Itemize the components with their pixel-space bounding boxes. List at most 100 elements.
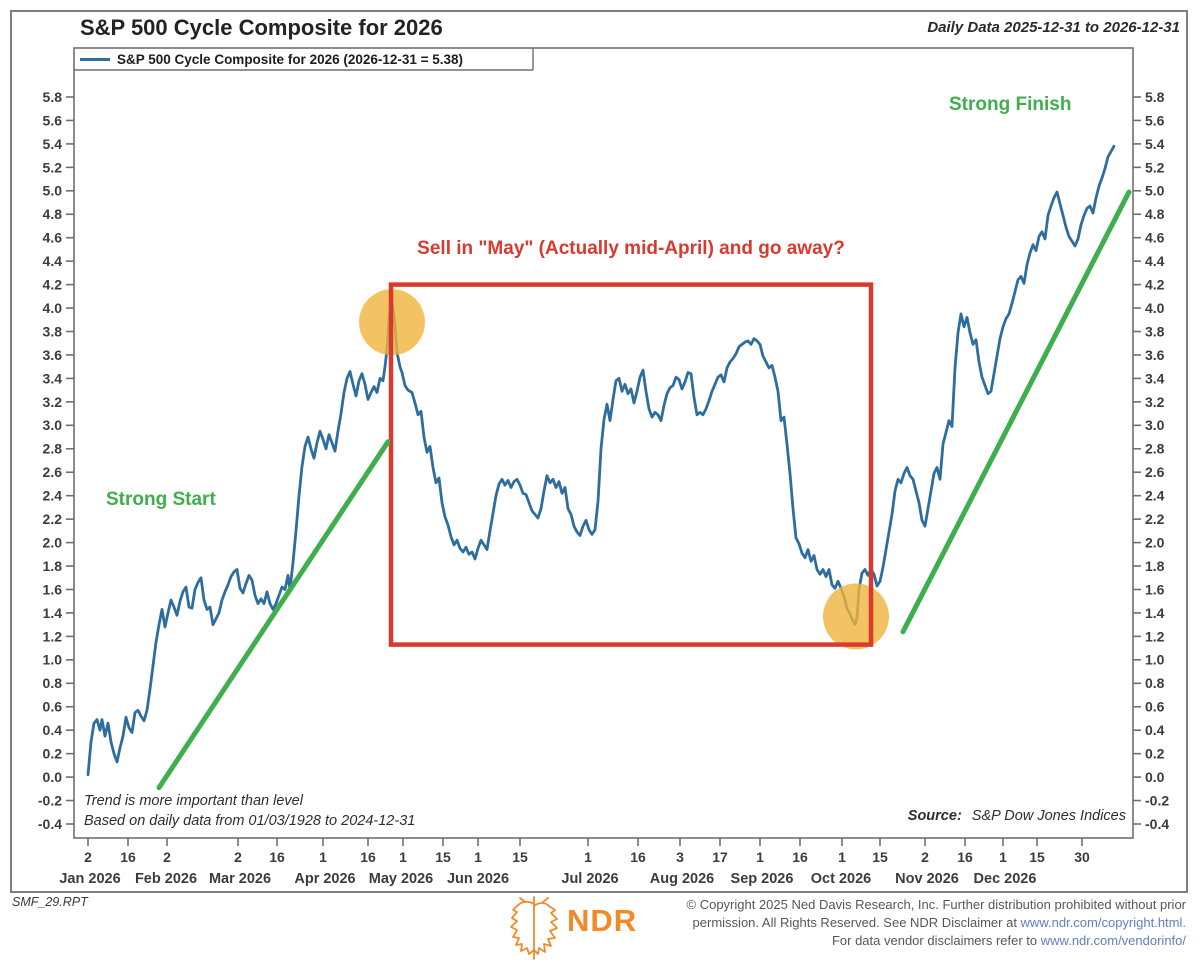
- month-label: Oct 2026: [811, 871, 871, 887]
- y-tick-label: 4.0: [43, 300, 63, 316]
- y-tick-label: 3.2: [1145, 394, 1165, 410]
- y-tick-label: 5.0: [1145, 183, 1165, 199]
- y-axis: -0.4 -0.4 -0.2 -0.2 0.0 0.0 0.2 0.2 0.4 0.4 0.6 0.6…: [38, 89, 1169, 832]
- y-tick-label: 1.0: [43, 652, 63, 668]
- based-note: Based on daily data from 01/03/1928 to 2…: [84, 813, 416, 829]
- y-tick-label: 3.0: [43, 417, 63, 433]
- month-label: Aug 2026: [650, 871, 714, 887]
- strong-start-trendline: [156, 439, 391, 791]
- legend-line-swatch: [80, 58, 110, 61]
- month-label: Jan 2026: [59, 871, 120, 887]
- x-tick-label: 3: [676, 849, 684, 865]
- y-tick-label: 1.6: [43, 581, 63, 597]
- y-tick-label: 5.8: [43, 89, 63, 105]
- y-tick-label: 5.2: [1145, 159, 1165, 175]
- y-tick-label: 1.2: [43, 628, 63, 644]
- y-tick-label: 2.0: [1145, 534, 1165, 550]
- y-tick-label: 2.8: [43, 441, 63, 457]
- month-label: Feb 2026: [135, 871, 197, 887]
- figure-border: [10, 10, 1188, 893]
- trend-note: Trend is more important than level: [84, 793, 303, 809]
- x-tick-label: 16: [792, 849, 808, 865]
- y-tick-label: 2.6: [1145, 464, 1165, 480]
- x-tick-label: 16: [120, 849, 136, 865]
- y-tick-label: 5.8: [1145, 89, 1165, 105]
- copyright-block: © Copyright 2025 Ned Davis Research, Inc…: [626, 896, 1186, 950]
- y-tick-label: 2.4: [43, 488, 63, 504]
- plot-frame: [73, 47, 1134, 839]
- y-tick-label: 1.4: [1145, 605, 1165, 621]
- y-tick-label: -0.4: [38, 816, 62, 832]
- strong-finish-annotation: Strong Finish: [949, 94, 1072, 115]
- month-label: Nov 2026: [895, 871, 959, 887]
- y-tick-label: 4.2: [43, 277, 63, 293]
- month-label: Sep 2026: [731, 871, 794, 887]
- x-tick-label: 15: [512, 849, 528, 865]
- y-tick-label: 1.6: [1145, 581, 1165, 597]
- x-tick-label: 1: [838, 849, 846, 865]
- y-tick-label: 4.8: [43, 206, 63, 222]
- y-tick-label: 4.0: [1145, 300, 1165, 316]
- y-tick-label: 4.4: [43, 253, 63, 269]
- y-tick-label: 1.8: [43, 558, 63, 574]
- y-tick-label: 0.6: [43, 699, 63, 715]
- copyright-line-2: permission. All Rights Reserved. See NDR…: [692, 915, 1186, 930]
- x-tick-label: 1: [474, 849, 482, 865]
- month-label: Apr 2026: [294, 871, 355, 887]
- source-value: S&P Dow Jones Indices: [971, 808, 1126, 824]
- y-tick-label: 1.4: [43, 605, 63, 621]
- y-tick-label: 1.0: [1145, 652, 1165, 668]
- y-tick-label: 4.6: [1145, 230, 1165, 246]
- x-tick-label: 2: [163, 849, 171, 865]
- month-label: Jun 2026: [447, 871, 509, 887]
- y-tick-label: 2.8: [1145, 441, 1165, 457]
- x-tick-label: 17: [712, 849, 728, 865]
- vendorinfo-link[interactable]: www.ndr.com/vendorinfo/: [1040, 933, 1186, 948]
- y-tick-label: 0.0: [1145, 769, 1165, 785]
- sell-in-may-annotation: Sell in "May" (Actually mid-April) and g…: [417, 238, 845, 259]
- y-tick-label: 0.4: [43, 722, 63, 738]
- y-tick-label: 5.6: [1145, 112, 1165, 128]
- month-label: Mar 2026: [209, 871, 271, 887]
- y-tick-label: 0.8: [1145, 675, 1165, 691]
- x-tick-label: 2: [234, 849, 242, 865]
- x-tick-label: 16: [360, 849, 376, 865]
- y-tick-label: 0.4: [1145, 722, 1165, 738]
- x-tick-label: 15: [435, 849, 451, 865]
- x-tick-label: 1: [399, 849, 407, 865]
- strong-finish-trendline: [900, 189, 1132, 635]
- cycle-composite-line: [86, 144, 1116, 777]
- x-tick-label: 15: [1029, 849, 1045, 865]
- y-tick-label: 2.6: [43, 464, 63, 480]
- y-tick-label: 4.8: [1145, 206, 1165, 222]
- y-tick-label: 3.6: [1145, 347, 1165, 363]
- x-tick-label: 1: [999, 849, 1007, 865]
- y-tick-label: 0.2: [43, 746, 63, 762]
- y-tick-label: 2.2: [1145, 511, 1165, 527]
- y-tick-label: 5.6: [43, 112, 63, 128]
- x-tick-label: 30: [1074, 849, 1090, 865]
- x-tick-label: 16: [630, 849, 646, 865]
- y-tick-label: 4.2: [1145, 277, 1165, 293]
- ndr-bull-bear-logo-icon: [510, 896, 558, 960]
- source-line: Source: S&P Dow Jones Indices: [908, 808, 1126, 824]
- page-title: S&P 500 Cycle Composite for 2026: [80, 15, 443, 40]
- y-tick-label: 3.8: [1145, 323, 1165, 339]
- y-tick-label: 0.0: [43, 769, 63, 785]
- x-axis: 2 16 2 2 16 1 16 1 15 1 15 1 16 3 17 1 16 1 15 2 16 1 15 30 Jan …: [59, 838, 1090, 887]
- daily-data-range: Daily Data 2025-12-31 to 2026-12-31: [927, 19, 1180, 36]
- y-tick-label: 4.4: [1145, 253, 1165, 269]
- copyright-link[interactable]: www.ndr.com/copyright.html.: [1020, 915, 1186, 930]
- y-tick-label: 1.8: [1145, 558, 1165, 574]
- y-tick-label: 3.0: [1145, 417, 1165, 433]
- x-tick-label: 2: [84, 849, 92, 865]
- y-tick-label: 1.2: [1145, 628, 1165, 644]
- copyright-line-1: © Copyright 2025 Ned Davis Research, Inc…: [686, 897, 1186, 912]
- y-tick-label: -0.2: [1145, 792, 1169, 808]
- y-tick-label: 2.0: [43, 534, 63, 550]
- x-tick-label: 15: [872, 849, 888, 865]
- month-label: Dec 2026: [974, 871, 1037, 887]
- y-tick-label: 2.4: [1145, 488, 1165, 504]
- y-tick-label: 2.2: [43, 511, 63, 527]
